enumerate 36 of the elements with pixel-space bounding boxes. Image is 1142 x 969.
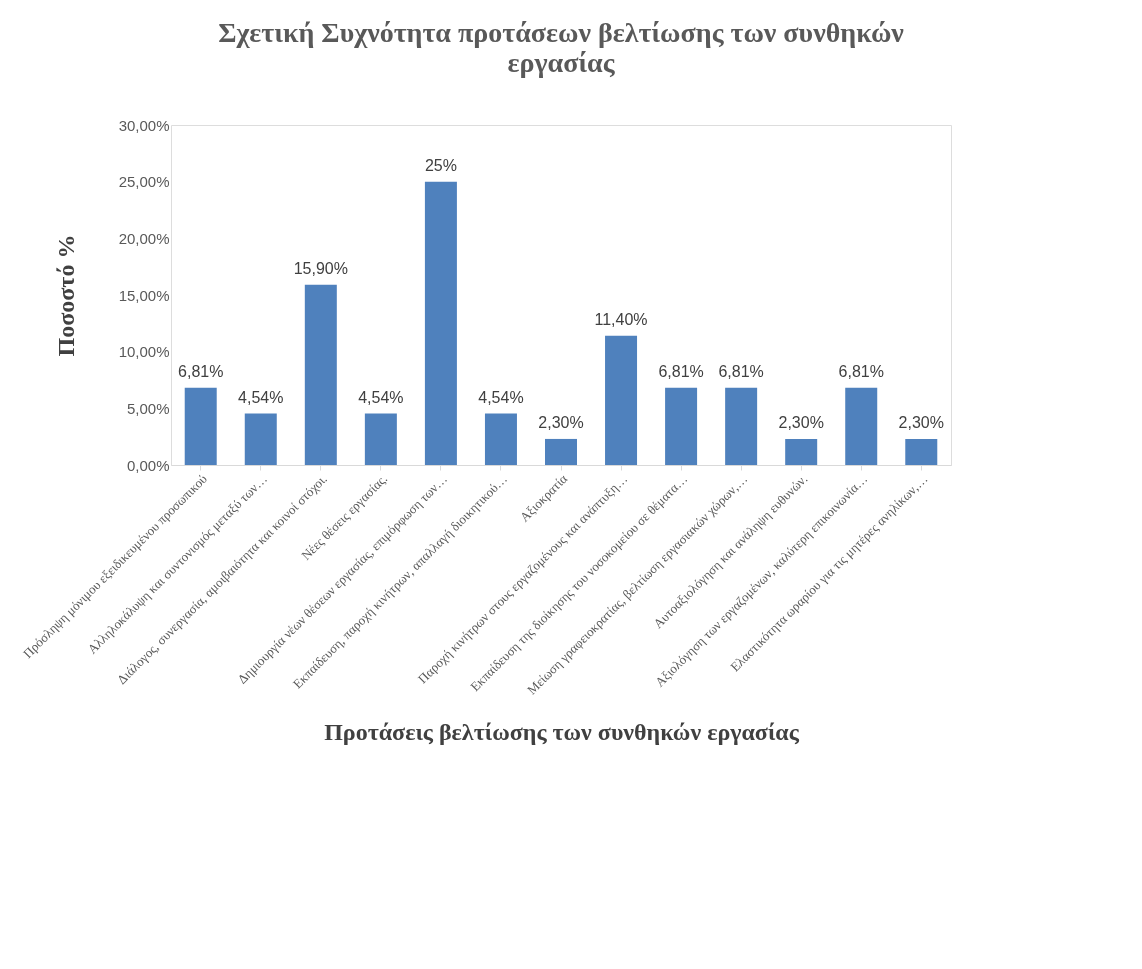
data-label: 2,30% xyxy=(898,413,944,431)
data-label: 4,54% xyxy=(478,388,524,406)
bar xyxy=(845,387,878,465)
y-tick-label: 15,00% xyxy=(118,286,170,304)
y-tick-label: 10,00% xyxy=(118,343,170,361)
bar xyxy=(785,438,818,465)
data-label: 2,30% xyxy=(538,413,584,431)
bar xyxy=(184,387,217,465)
bar xyxy=(725,387,758,465)
data-label: 2,30% xyxy=(778,413,824,431)
data-label: 6,81% xyxy=(838,362,884,380)
data-label: 6,81% xyxy=(178,362,224,380)
bar xyxy=(364,413,397,465)
data-label: 6,81% xyxy=(718,362,764,380)
bar xyxy=(545,438,577,465)
data-label: 6,81% xyxy=(658,362,704,380)
y-tick-label: 5,00% xyxy=(126,399,170,417)
chart-title: Σχετική Συχνότητα προτάσεων βελτίωσης των συνθηκών εργασίας xyxy=(218,17,905,78)
data-label: 25% xyxy=(424,156,457,174)
bar xyxy=(905,438,938,465)
y-tick-label: 30,00% xyxy=(118,116,170,134)
data-label: 11,40% xyxy=(594,310,648,328)
y-axis-title: Ποσοστό % xyxy=(52,234,79,357)
y-tick-label: 0,00% xyxy=(126,456,170,474)
bar xyxy=(605,335,638,465)
data-label: 15,90% xyxy=(293,259,348,277)
bar xyxy=(484,413,517,465)
y-tick-label: 25,00% xyxy=(118,173,170,191)
x-axis-title: Προτάσεις βελτίωσης των συνθηκών εργασίας xyxy=(324,718,800,745)
y-tick-label: 20,00% xyxy=(118,229,170,247)
bar xyxy=(304,284,337,465)
bar xyxy=(244,413,277,465)
bar xyxy=(424,181,457,465)
data-label: 4,54% xyxy=(358,388,404,406)
bar xyxy=(665,387,698,465)
data-label: 4,54% xyxy=(238,388,284,406)
